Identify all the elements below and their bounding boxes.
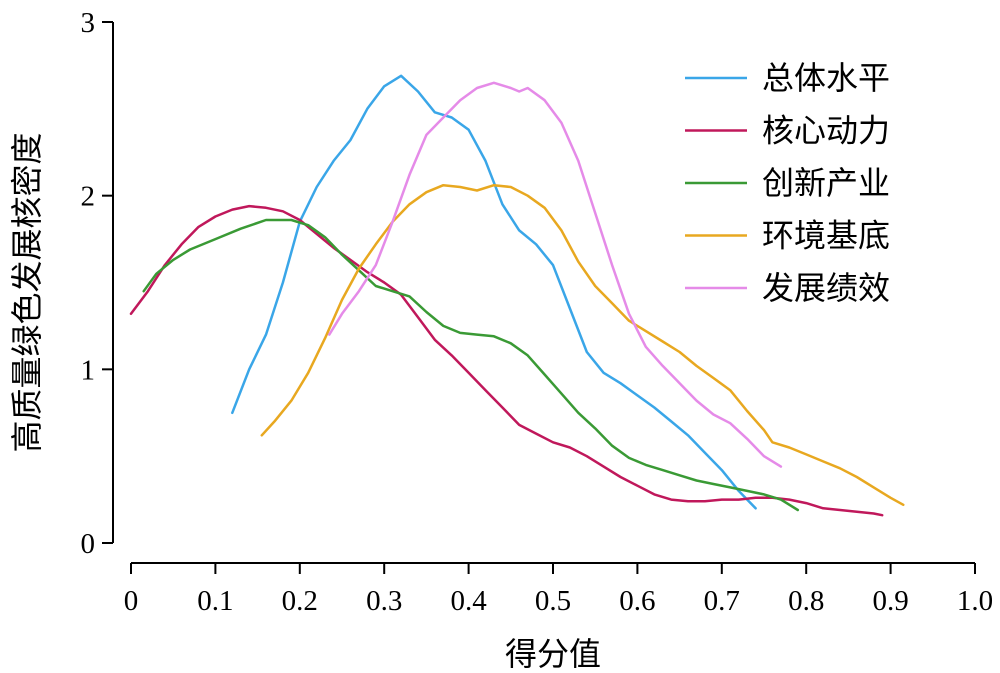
series-line-3 xyxy=(142,218,800,512)
x-axis-title: 得分值 xyxy=(505,635,601,673)
x-tick-label: 0.9 xyxy=(872,585,908,617)
y-tick-label: 0 xyxy=(81,528,96,560)
x-tick-label: 0.2 xyxy=(282,585,318,617)
series-line-4 xyxy=(260,183,905,507)
legend-label-1: 总体水平 xyxy=(762,59,890,97)
x-tick-label: 0 xyxy=(124,585,139,617)
x-tick-label: 0.4 xyxy=(450,585,487,617)
y-axis-title: 高质量绿色发展核密度 xyxy=(8,132,46,452)
series-line-5 xyxy=(328,81,783,468)
x-tick-label: 0.1 xyxy=(197,585,233,617)
x-tick-label: 1.0 xyxy=(957,585,993,617)
legend-label-5: 发展绩效 xyxy=(762,269,890,307)
legend-label-2: 核心动力 xyxy=(762,112,890,150)
x-tick-label: 0.3 xyxy=(366,585,402,617)
y-tick-label: 1 xyxy=(81,354,96,386)
series-lines xyxy=(129,74,905,517)
x-tick-label: 0.7 xyxy=(704,585,740,617)
y-axis-ticks: 0 1 2 3 xyxy=(81,7,113,560)
y-tick-label: 2 xyxy=(81,181,96,213)
legend-label-3: 创新产业 xyxy=(762,164,890,202)
x-tick-label: 0.5 xyxy=(535,585,571,617)
series-line-2 xyxy=(129,204,884,517)
x-axis-ticks: 0 0.1 0.2 0.3 0.4 0.5 0.6 0.7 0.8 0.9 1.0 xyxy=(124,563,993,617)
legend-label-4: 环境基底 xyxy=(762,217,890,255)
series-line-1 xyxy=(231,74,757,510)
x-tick-label: 0.6 xyxy=(619,585,655,617)
x-tick-label: 0.8 xyxy=(788,585,824,617)
y-tick-label: 3 xyxy=(81,7,96,39)
